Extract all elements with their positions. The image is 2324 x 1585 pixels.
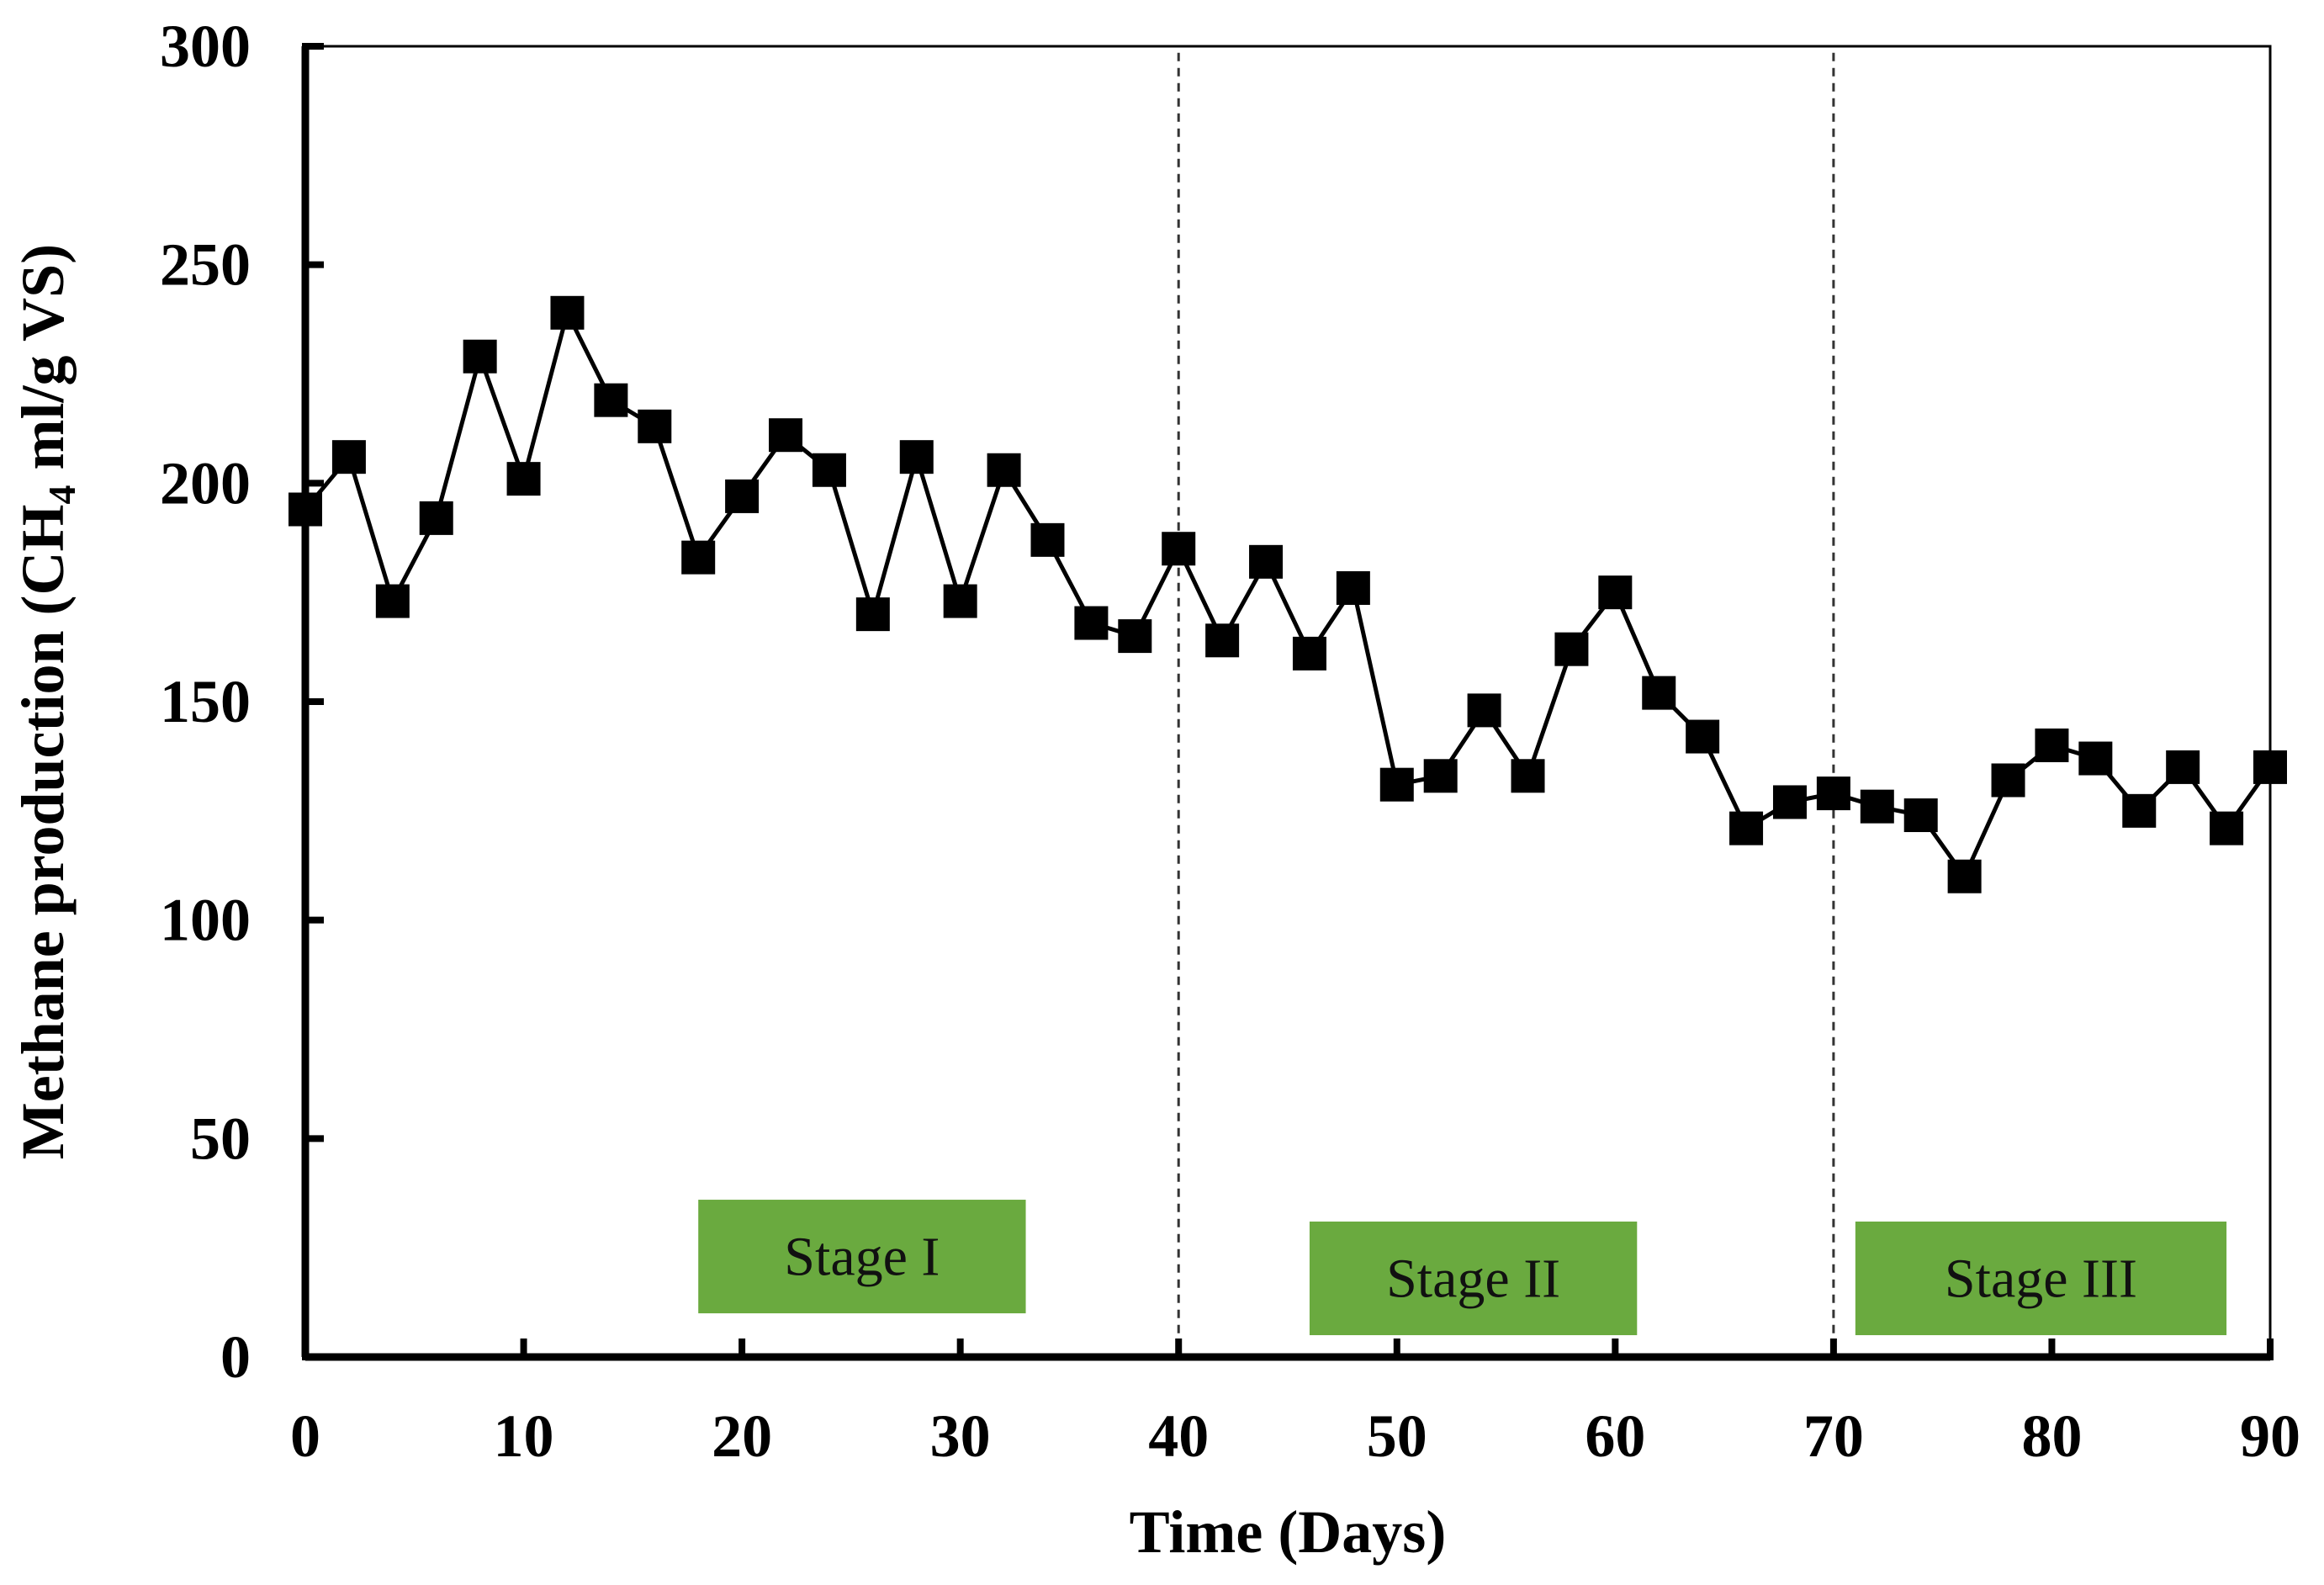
- data-point-day-18: [681, 540, 716, 575]
- data-point-day-74: [1903, 798, 1938, 833]
- data-point-day-54: [1467, 693, 1501, 728]
- data-point-day-10: [506, 462, 541, 496]
- y-tick-label-0: 0: [220, 1323, 251, 1391]
- stage-3-label: Stage III: [1945, 1248, 2137, 1310]
- data-point-day-16: [638, 409, 672, 443]
- data-point-day-14: [594, 383, 628, 417]
- data-point-day-76: [1947, 859, 1982, 893]
- y-tick-label-250: 250: [160, 231, 251, 299]
- y-tick-label-300: 300: [160, 13, 251, 80]
- data-point-day-34: [1030, 522, 1065, 557]
- data-point-day-80: [2035, 728, 2069, 762]
- data-point-day-28: [899, 440, 934, 474]
- plot-area-frame: [304, 45, 2272, 1359]
- series-layer: [289, 295, 2287, 893]
- x-tick-label-80: 80: [2021, 1402, 2082, 1470]
- stage-2-box: [1309, 1222, 1638, 1336]
- data-point-day-6: [419, 501, 453, 535]
- y-axis-title-subscript: 4: [40, 485, 83, 505]
- data-point-day-2: [331, 440, 366, 474]
- data-point-day-62: [1642, 676, 1676, 710]
- data-point-day-46: [1292, 636, 1326, 671]
- data-point-day-24: [812, 453, 846, 487]
- data-point-day-78: [1991, 763, 2025, 798]
- data-point-day-48: [1336, 570, 1370, 605]
- data-point-day-70: [1816, 777, 1850, 811]
- x-tick-label-90: 90: [2240, 1402, 2300, 1470]
- data-point-day-30: [943, 584, 977, 618]
- data-point-day-38: [1118, 619, 1152, 654]
- x-tick-label-0: 0: [290, 1402, 320, 1470]
- stage-3-box: [1855, 1222, 2227, 1336]
- data-point-day-72: [1860, 789, 1894, 824]
- x-tick-label-60: 60: [1585, 1402, 1645, 1470]
- data-point-day-58: [1554, 632, 1589, 666]
- data-point-day-4: [375, 584, 410, 618]
- data-point-day-86: [2166, 750, 2200, 784]
- data-point-day-50: [1379, 767, 1414, 802]
- y-tick-label-100: 100: [160, 887, 251, 954]
- data-point-day-42: [1205, 623, 1240, 658]
- divider-layer: [1177, 52, 1835, 1357]
- data-point-day-68: [1772, 785, 1807, 819]
- data-point-day-8: [463, 339, 497, 374]
- x-tick-label-20: 20: [712, 1402, 772, 1470]
- stage-1-box: [698, 1200, 1026, 1314]
- y-axis-title-main: Methane production (CH: [9, 505, 77, 1160]
- stage-layer: Stage I Stage II Stage III: [698, 1200, 2227, 1336]
- y-tick-label-50: 50: [190, 1105, 251, 1172]
- data-point-day-36: [1074, 606, 1109, 640]
- data-point-day-56: [1511, 759, 1545, 793]
- y-axis-title: Methane production (CH4 ml/g VS): [9, 244, 83, 1159]
- stage-1-label: Stage I: [784, 1227, 940, 1288]
- x-tick-label-10: 10: [494, 1402, 554, 1470]
- data-point-day-40: [1162, 532, 1196, 566]
- data-point-day-20: [725, 479, 760, 513]
- data-point-day-90: [2253, 750, 2287, 784]
- data-point-day-12: [550, 295, 585, 330]
- axis-layer: 0 10 20 30 40 50 60 70 80 90 0 50 100 150 200 250 300: [160, 13, 2300, 1470]
- data-point-day-66: [1729, 811, 1764, 846]
- data-point-day-60: [1598, 575, 1633, 610]
- stage-2-label: Stage II: [1386, 1248, 1560, 1310]
- data-point-day-22: [769, 418, 803, 453]
- x-axis-title: Time (Days): [1130, 1498, 1447, 1566]
- data-point-day-88: [2210, 811, 2244, 846]
- data-point-day-82: [2078, 741, 2113, 776]
- x-tick-label-30: 30: [930, 1402, 991, 1470]
- x-tick-label-50: 50: [1367, 1402, 1427, 1470]
- data-point-day-44: [1249, 544, 1284, 579]
- series-0-line: [304, 310, 2273, 879]
- data-point-day-64: [1686, 719, 1720, 754]
- y-tick-label-200: 200: [160, 449, 251, 517]
- data-point-day-26: [855, 597, 890, 632]
- data-point-day-52: [1423, 759, 1458, 793]
- data-point-day-32: [987, 453, 1021, 487]
- x-tick-label-70: 70: [1803, 1402, 1864, 1470]
- data-point-day-84: [2122, 793, 2157, 828]
- x-tick-label-40: 40: [1148, 1402, 1209, 1470]
- y-tick-label-150: 150: [160, 668, 251, 735]
- y-axis-title-unit: ml/g VS): [9, 244, 77, 485]
